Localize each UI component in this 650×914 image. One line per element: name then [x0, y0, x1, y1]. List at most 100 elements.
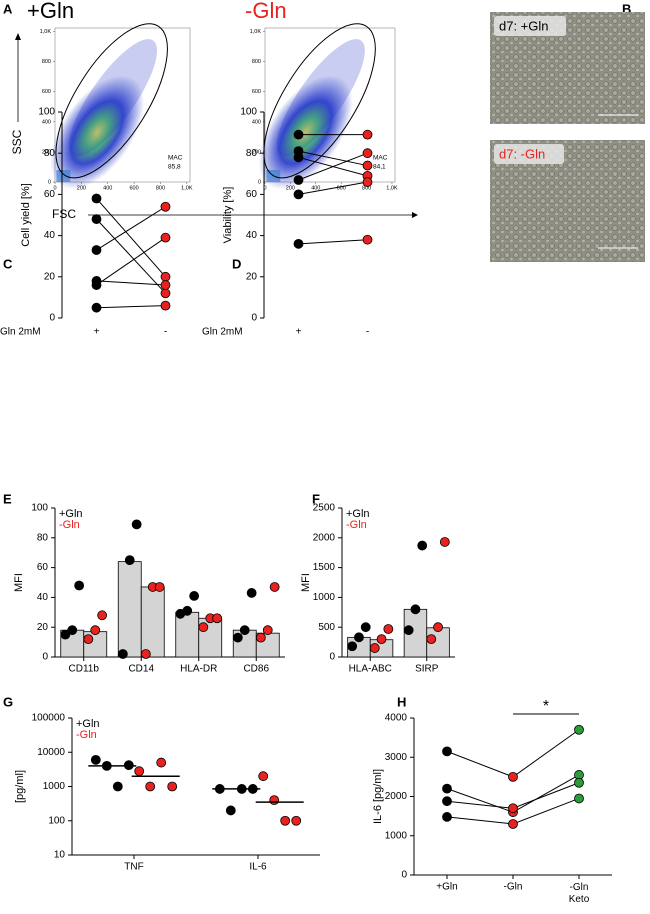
y-tick-label: 800	[252, 59, 261, 65]
y-tick-label: 400	[42, 119, 51, 125]
y-tick-label: 100	[48, 815, 65, 826]
pair-line	[298, 152, 368, 181]
dot	[160, 300, 171, 311]
y-tick-label: 40	[37, 592, 49, 603]
arrow-head	[15, 33, 21, 40]
gate-name: MAC	[168, 155, 183, 162]
dot	[97, 610, 108, 621]
dot	[145, 781, 156, 792]
x-tick-label: -Gln	[504, 882, 523, 893]
legend-entry: -Gln	[76, 729, 97, 741]
y-tick-label: 1000	[385, 830, 408, 841]
y-tick-label: 600	[42, 89, 51, 95]
x-tick-label: SIRP	[415, 664, 439, 675]
dot	[403, 625, 414, 636]
y-tick-label: 3000	[385, 752, 408, 763]
x-tick-label: 800	[362, 185, 371, 191]
y-tick-label: 4000	[385, 713, 408, 724]
x-tick-label: 600	[130, 185, 139, 191]
dot	[140, 649, 151, 659]
event-cloud	[50, 75, 145, 190]
dot	[574, 724, 584, 735]
dot	[293, 152, 304, 163]
bar	[117, 561, 142, 658]
dot	[293, 129, 304, 140]
x-tick-label: -Gln Keto	[569, 882, 590, 905]
x-tick-label: CD86	[243, 664, 269, 675]
x-tick-label: 1,0K	[386, 185, 398, 191]
x-tick-label: CD11b	[69, 664, 100, 675]
micrograph-label: d7: -Gln	[499, 146, 545, 161]
dot	[160, 280, 171, 290]
y-tick-label: 600	[252, 89, 261, 95]
dot	[91, 280, 102, 290]
dot	[262, 625, 273, 636]
y-tick-label: 80	[37, 532, 49, 543]
gate-value: 84,1	[373, 164, 386, 171]
y-tick-label: 400	[252, 119, 261, 125]
dot	[293, 175, 304, 185]
dot	[255, 632, 266, 643]
y-tick-label: 0	[401, 870, 407, 881]
dot	[212, 613, 223, 624]
x-tick-label: -	[164, 327, 167, 338]
y-tick-label: 100000	[32, 713, 66, 724]
dot	[508, 819, 518, 829]
y-tick-label: 500	[318, 622, 335, 633]
dot	[160, 201, 171, 212]
panel-letter: D	[232, 256, 241, 271]
y-tick-label: 80	[44, 148, 56, 159]
x-tick-label: 200	[77, 185, 86, 191]
y-axis-label: Cell yield [%]	[20, 183, 32, 247]
dot	[442, 812, 452, 822]
dot	[83, 634, 94, 645]
x-tick-label: IL-6	[249, 862, 267, 873]
dot	[91, 302, 102, 313]
dot	[160, 232, 171, 243]
dot	[574, 793, 584, 804]
gate-name: MAC	[373, 155, 388, 162]
legend-entry: +Gln	[59, 508, 83, 520]
significance: *	[543, 698, 549, 715]
dot	[154, 582, 165, 592]
legend-entry: -Gln	[59, 519, 80, 531]
dot	[124, 555, 135, 566]
dot	[269, 582, 280, 592]
x-tick-label: CD14	[128, 664, 154, 675]
dot	[362, 234, 373, 245]
y-tick-label: 100	[38, 107, 55, 118]
dot	[232, 632, 243, 643]
y-tick-label: 60	[246, 189, 258, 200]
y-tick-label: 2500	[313, 503, 336, 514]
y-tick-label: 0	[48, 179, 51, 185]
event-cloud	[276, 39, 365, 157]
dot	[91, 193, 102, 204]
y-tick-label: 200	[42, 149, 51, 155]
panel-letter: E	[3, 491, 12, 506]
pair-line	[298, 150, 368, 167]
dot	[508, 803, 518, 814]
pair-line	[96, 280, 166, 286]
x-tick-label: 0	[53, 185, 56, 191]
y-axis-label: Viability [%]	[222, 187, 234, 244]
dot	[182, 605, 193, 616]
bar	[175, 611, 200, 658]
y-tick-label: 60	[37, 562, 49, 573]
dot	[134, 766, 145, 777]
dot	[246, 588, 257, 598]
debris	[56, 169, 71, 182]
x-tick-label: +	[94, 327, 100, 338]
arrow-head	[412, 212, 418, 218]
dot	[60, 629, 71, 640]
y-tick-label: 40	[44, 230, 56, 241]
dot	[383, 624, 394, 634]
dot	[574, 777, 584, 788]
dot	[362, 177, 373, 187]
dot	[360, 622, 371, 633]
pair-line	[298, 181, 368, 195]
dot	[167, 781, 178, 792]
dot	[293, 238, 304, 249]
x-tick-label: +Gln	[436, 882, 457, 893]
x-tick-label: 600	[337, 185, 346, 191]
panel-letter: G	[3, 694, 13, 709]
